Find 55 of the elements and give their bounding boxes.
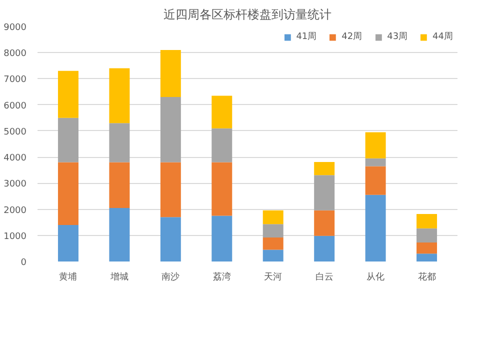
y-tick-label: 4000	[4, 154, 27, 164]
y-tick-label: 1000	[4, 232, 27, 242]
y-tick-label: 5000	[4, 127, 27, 138]
bar	[160, 97, 181, 162]
bar	[314, 236, 335, 262]
bar	[58, 162, 78, 225]
bar	[212, 216, 232, 262]
x-tick-label: 增城	[109, 272, 128, 282]
bar	[109, 68, 130, 124]
y-tick-label: 9000	[4, 23, 27, 33]
legend-label: 44周	[432, 31, 453, 43]
y-tick-label: 7000	[4, 75, 27, 86]
bar	[262, 224, 284, 238]
legend-label: 42周	[342, 31, 362, 43]
bar	[160, 217, 181, 262]
bar	[416, 214, 438, 228]
bar	[109, 162, 130, 208]
bar	[314, 210, 335, 236]
chart-title: 近四周各区标杆楼盘到访量统计	[164, 8, 332, 22]
bar	[212, 128, 232, 162]
bar	[109, 123, 130, 162]
x-tick-label: 白云	[315, 272, 334, 282]
y-tick-label: 2000	[4, 206, 27, 216]
x-tick-label: 天河	[264, 272, 282, 282]
y-tick-label: 6000	[4, 101, 27, 112]
x-tick-label: 花都	[418, 272, 436, 282]
x-tick-label: 荔湾	[212, 272, 231, 282]
bar	[109, 208, 130, 262]
legend-label: 43周	[387, 31, 408, 43]
y-tick-label: 8000	[4, 49, 27, 60]
bar	[262, 210, 284, 224]
bar	[262, 250, 284, 262]
bar	[58, 224, 78, 262]
bar	[416, 254, 438, 262]
x-tick-label: 南沙	[162, 272, 180, 282]
bar	[416, 242, 438, 254]
bar	[365, 132, 386, 158]
bar	[212, 96, 232, 128]
bar	[262, 237, 284, 250]
y-tick-label: 0	[20, 258, 27, 268]
bar	[314, 175, 335, 210]
x-tick-label: 黄埔	[59, 272, 78, 282]
bar	[416, 228, 438, 242]
bar	[212, 162, 232, 216]
x-tick-label: 从化	[366, 272, 385, 282]
bar	[314, 162, 335, 176]
legend-label: 41周	[296, 31, 317, 43]
y-tick-label: 3000	[4, 180, 27, 190]
bar	[365, 158, 386, 166]
bar	[365, 194, 386, 262]
bar	[365, 166, 386, 195]
bar	[58, 118, 78, 162]
bar	[160, 50, 181, 97]
bar	[160, 162, 181, 218]
bar	[58, 70, 78, 118]
